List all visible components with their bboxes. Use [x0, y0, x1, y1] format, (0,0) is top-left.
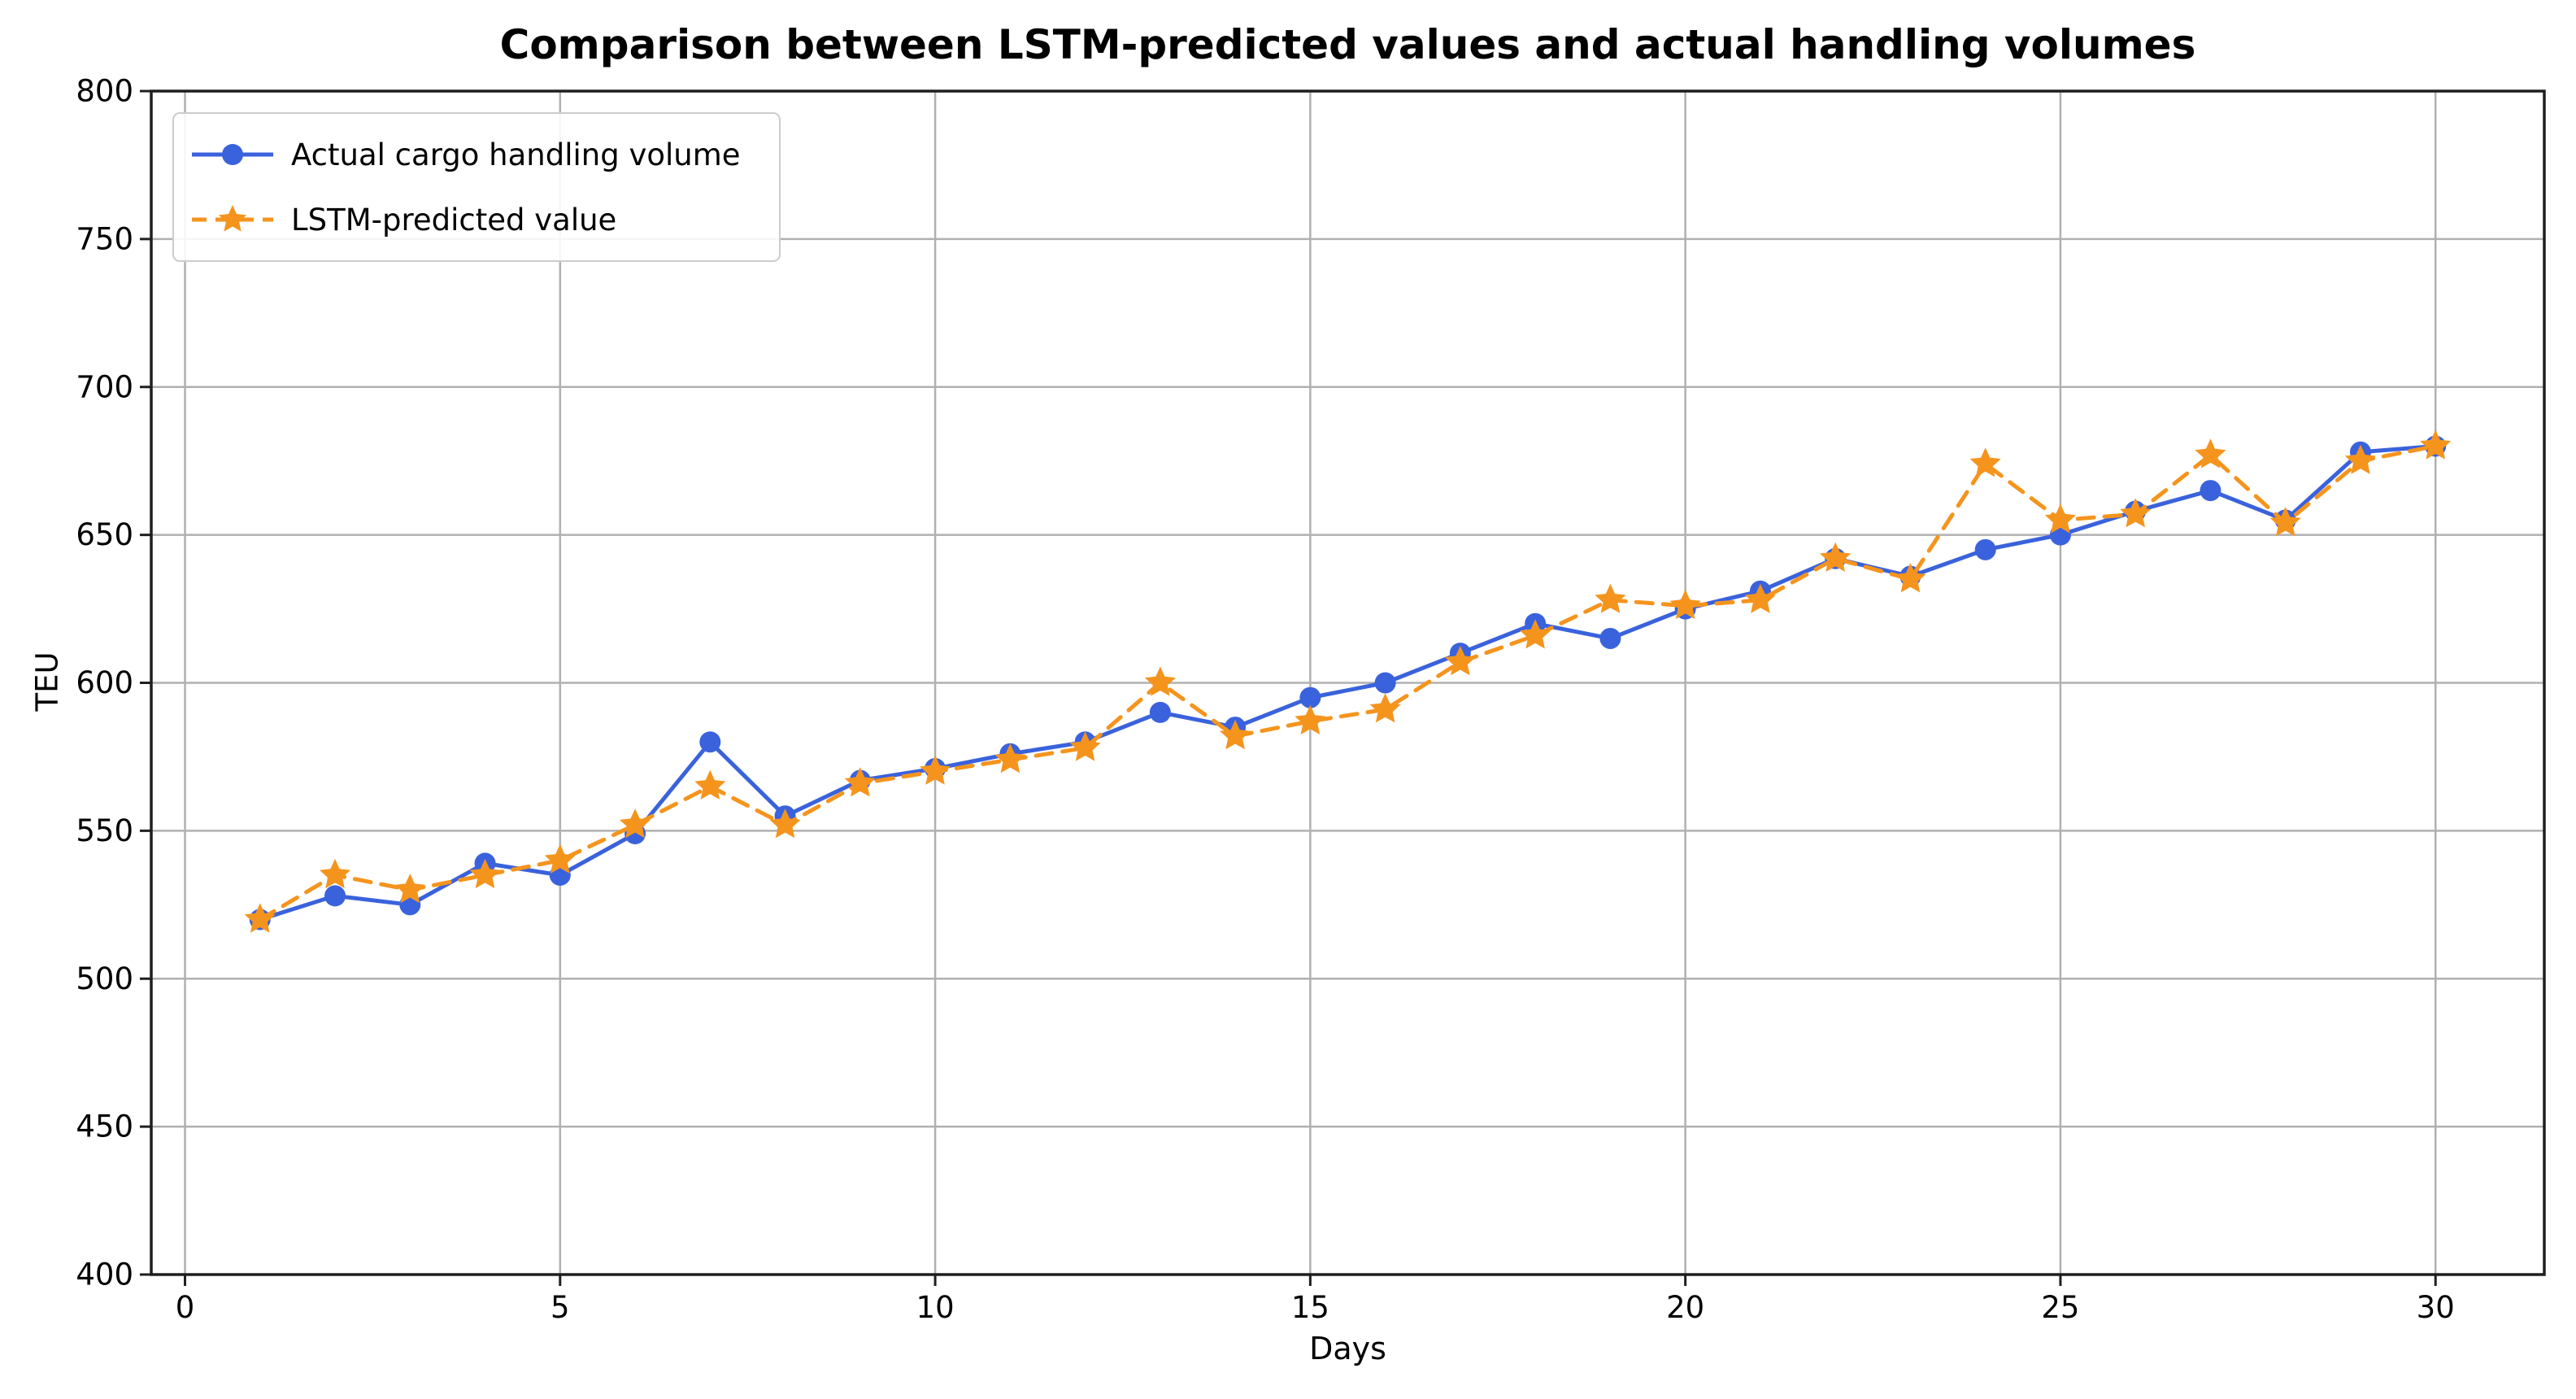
- legend-item-actual: Actual cargo handling volume: [174, 122, 779, 187]
- svg-text:15: 15: [1291, 1290, 1329, 1325]
- legend-swatch-predicted-dashed-star-icon: [192, 205, 273, 232]
- svg-text:800: 800: [76, 74, 133, 109]
- chart-title: Comparison between LSTM-predicted values…: [499, 21, 2196, 68]
- legend-swatch-actual-line-circle-icon: [192, 144, 273, 165]
- svg-text:5: 5: [550, 1290, 570, 1325]
- data-series: [244, 429, 2452, 933]
- axis-ticks: [140, 89, 2437, 1286]
- svg-text:750: 750: [76, 221, 133, 256]
- svg-text:25: 25: [2041, 1290, 2079, 1325]
- svg-text:550: 550: [76, 813, 133, 848]
- x-axis-label: Days: [1309, 1331, 1386, 1366]
- legend-label-actual: Actual cargo handling volume: [291, 137, 741, 172]
- svg-text:500: 500: [76, 961, 133, 996]
- svg-text:600: 600: [76, 665, 133, 700]
- legend-item-predicted: LSTM-predicted value: [174, 187, 779, 252]
- svg-text:700: 700: [76, 369, 133, 404]
- axis-tick-labels: 0 5 10 15 20 25 30 400 450 500 550 600 650 700 750 800: [76, 74, 2454, 1326]
- svg-text:450: 450: [76, 1109, 133, 1144]
- svg-text:0: 0: [176, 1290, 195, 1325]
- svg-text:30: 30: [2417, 1290, 2455, 1325]
- axes-border: [150, 89, 2546, 1276]
- gridlines: [151, 89, 2544, 1276]
- legend-label-predicted: LSTM-predicted value: [291, 202, 617, 238]
- legend: Actual cargo handling volume LSTM-predic…: [172, 112, 781, 262]
- svg-text:10: 10: [916, 1290, 955, 1325]
- svg-text:650: 650: [76, 517, 133, 552]
- svg-text:20: 20: [1666, 1290, 1704, 1325]
- y-axis-label: TEU: [29, 652, 65, 712]
- svg-text:400: 400: [76, 1257, 133, 1292]
